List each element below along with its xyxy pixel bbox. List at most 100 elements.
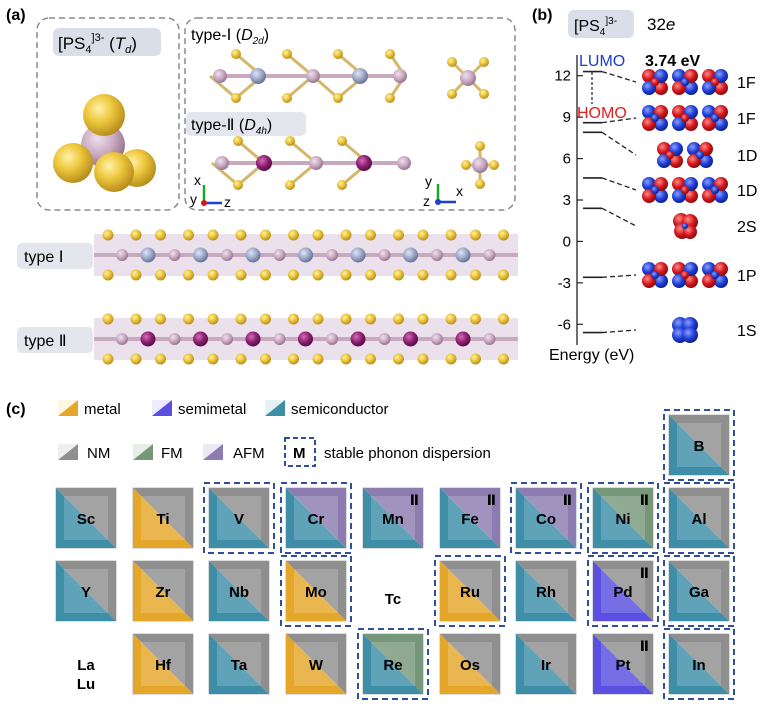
energy-tick-label: 9 <box>563 109 571 126</box>
energy-level-label: 1D <box>737 148 757 165</box>
energy-axis-label: Energy (eV) <box>549 347 634 364</box>
chain-type2-label: type Ⅱ <box>24 333 67 350</box>
energy-tick-label: 0 <box>563 233 571 250</box>
electron-count: 32e <box>647 15 675 34</box>
element-symbol: Hf <box>155 657 172 674</box>
orbital-lobe-icon <box>702 105 728 131</box>
chain-type1-label: type Ⅰ <box>24 249 63 266</box>
element-tile-zr: Zr <box>133 561 193 621</box>
legend: metal semimetal semiconductor NM FM AFM … <box>58 400 491 466</box>
legend-fm: FM <box>133 444 183 462</box>
orbital-lobe-icon <box>642 262 668 288</box>
orbital-lobe-icon <box>702 262 728 288</box>
panel-a-label: (a) <box>6 7 26 24</box>
orbital-lobe-icon <box>672 177 698 203</box>
element-symbol: Ru <box>460 584 480 601</box>
element-symbol: Ni <box>616 511 631 528</box>
la-label: La <box>77 657 95 674</box>
element-tile-rh: Rh <box>516 561 576 621</box>
energy-level: 1P <box>583 262 757 288</box>
panel-b-label: (b) <box>532 7 552 24</box>
element-tile-ti: Ti <box>133 488 193 548</box>
element-tile-re: Re <box>358 629 428 699</box>
element-tile-pt: Pt Ⅱ <box>593 634 653 694</box>
orbital-lobe-icon <box>672 105 698 131</box>
axes-triad-left: x y z <box>190 172 231 210</box>
element-tile-nb: Nb <box>209 561 269 621</box>
element-symbol: Pt <box>616 657 631 674</box>
type2-marker: Ⅱ <box>640 638 649 654</box>
element-tile-fe: FeⅡ <box>440 488 500 548</box>
svg-text:y: y <box>425 173 432 189</box>
orbital-lobe-icon <box>687 142 713 168</box>
element-symbol: In <box>692 657 705 674</box>
type2-end-view <box>461 141 499 189</box>
energy-level: 1F <box>583 69 756 95</box>
element-tile-ni: Ni Ⅱ <box>588 483 658 553</box>
element-tile-co: Co Ⅱ <box>511 483 581 553</box>
energy-level: 1S <box>583 317 757 343</box>
element-symbol: Y <box>81 584 91 601</box>
element-tile-al: Al <box>664 483 734 553</box>
energy-level-label: 1S <box>737 323 757 340</box>
svg-text:semimetal: semimetal <box>178 401 246 418</box>
energy-tick-label: -3 <box>558 275 571 292</box>
type2-marker: Ⅱ <box>410 492 419 508</box>
orbital-lobe-icon <box>672 317 698 343</box>
svg-text:stable phonon dispersion: stable phonon dispersion <box>324 445 491 462</box>
svg-text:metal: metal <box>84 401 121 418</box>
element-tile-mo: Mo <box>281 556 351 626</box>
element-symbol: Ir <box>541 657 551 674</box>
element-tile-y: Y <box>56 561 116 621</box>
element-symbol: Nb <box>229 584 249 601</box>
element-symbol: Fe <box>461 511 479 528</box>
element-tile-ta: Ta <box>209 634 269 694</box>
type2-marker: Ⅱ <box>640 565 649 581</box>
legend-semiconductor: semiconductor <box>265 400 389 418</box>
svg-text:x: x <box>456 183 463 199</box>
element-symbol: Ga <box>689 584 710 601</box>
legend-nm: NM <box>58 444 110 462</box>
svg-text:M: M <box>293 445 306 462</box>
svg-text:z: z <box>224 194 231 210</box>
panel-c-label: (c) <box>6 401 26 418</box>
energy-level-label: 1F <box>737 75 756 92</box>
svg-text:y: y <box>190 191 197 207</box>
element-tile-os: Os <box>440 634 500 694</box>
legend-stable: M stable phonon dispersion <box>285 438 491 466</box>
energy-tick-label: 6 <box>563 151 571 168</box>
element-tile-pd: Pd Ⅱ <box>588 556 658 626</box>
ps4-tetrahedron-model <box>53 94 156 192</box>
type1-side-view <box>210 49 407 103</box>
lu-label: Lu <box>77 676 95 693</box>
svg-text:NM: NM <box>87 445 110 462</box>
legend-metal: metal <box>58 400 121 418</box>
orbital-lobe-icon <box>642 105 668 131</box>
element-symbol: Ti <box>156 511 169 528</box>
type2-marker: Ⅱ <box>563 492 572 508</box>
element-tile-cr: Cr <box>281 483 351 553</box>
element-tile-v: V <box>204 483 274 553</box>
element-tile-b: B <box>664 410 734 480</box>
element-tile-hf: Hf <box>133 634 193 694</box>
type1-end-view <box>447 57 489 99</box>
orbital-lobe-icon <box>702 69 728 95</box>
element-symbol: B <box>694 438 705 455</box>
element-symbol: Ta <box>231 657 248 674</box>
element-symbol: Rh <box>536 584 556 601</box>
element-symbol: Mo <box>305 584 327 601</box>
element-symbol: Sc <box>77 511 95 528</box>
energy-level-label: 1F <box>737 111 756 128</box>
element-tile-w: W <box>286 634 346 694</box>
energy-level-label: 2S <box>737 219 757 236</box>
legend-semimetal: semimetal <box>152 400 246 418</box>
energy-level: 1D <box>583 177 757 203</box>
element-symbol: Al <box>692 511 707 528</box>
type1-title: type-Ⅰ (D2d) <box>191 27 269 47</box>
orbital-lobe-icon <box>702 177 728 203</box>
orbital-lobe-icon <box>657 142 683 168</box>
homo-label: HOMO <box>577 105 627 122</box>
energy-tick-label: 12 <box>554 68 571 85</box>
energy-level: 2S <box>583 208 757 239</box>
